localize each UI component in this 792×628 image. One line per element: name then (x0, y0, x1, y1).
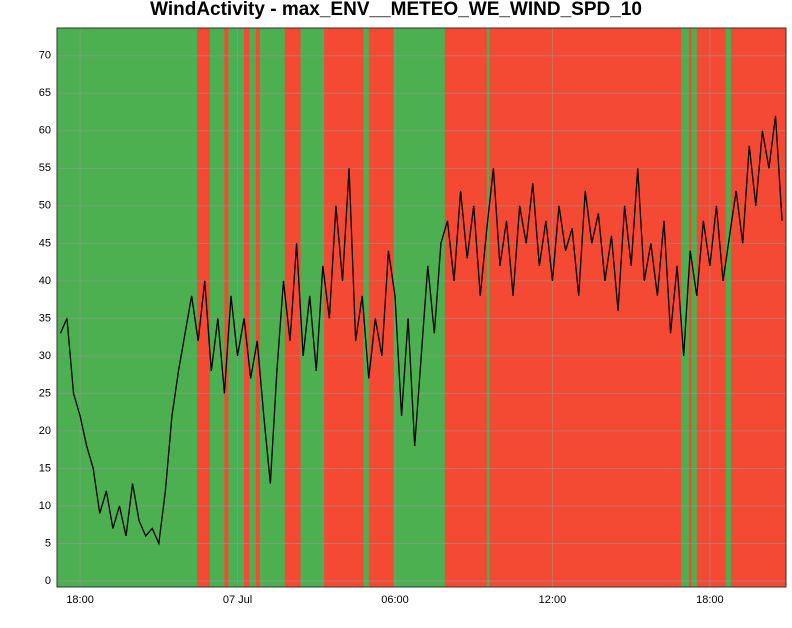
x-tick-label: 18:00 (66, 594, 94, 606)
state-band (444, 28, 487, 587)
y-tick-label: 30 (39, 350, 51, 362)
state-band (368, 28, 394, 587)
y-tick-label: 25 (39, 387, 51, 399)
state-band (489, 28, 682, 587)
state-band (696, 28, 726, 587)
y-tick-label: 60 (39, 125, 51, 137)
state-band (688, 28, 692, 587)
plot-border (56, 27, 787, 588)
chart-title: WindActivity - max_ENV__METEO_WE_WIND_SP… (150, 0, 642, 20)
y-tick-label: 55 (39, 162, 51, 174)
x-tick-label: 07 Jul (223, 594, 252, 606)
y-tick-label: 70 (39, 50, 51, 62)
y-tick-label: 0 (45, 575, 51, 587)
x-tick-label: 18:00 (696, 594, 724, 606)
y-tick-label: 15 (39, 462, 51, 474)
state-band (324, 28, 364, 587)
y-tick-label: 45 (39, 237, 51, 249)
y-tick-label: 50 (39, 200, 51, 212)
state-band (224, 28, 229, 587)
state-band (255, 28, 260, 587)
x-tick-label: 12:00 (539, 594, 567, 606)
y-tick-label: 10 (39, 500, 51, 512)
state-band (730, 28, 786, 587)
y-tick-label: 65 (39, 87, 51, 99)
y-tick-label: 5 (45, 537, 51, 549)
y-tick-label: 20 (39, 425, 51, 437)
state-band (197, 28, 210, 587)
state-band (244, 28, 250, 587)
x-tick-label: 06:00 (381, 594, 409, 606)
y-tick-label: 40 (39, 275, 51, 287)
y-tick-label: 35 (39, 312, 51, 324)
wind-line (59, 115, 783, 546)
